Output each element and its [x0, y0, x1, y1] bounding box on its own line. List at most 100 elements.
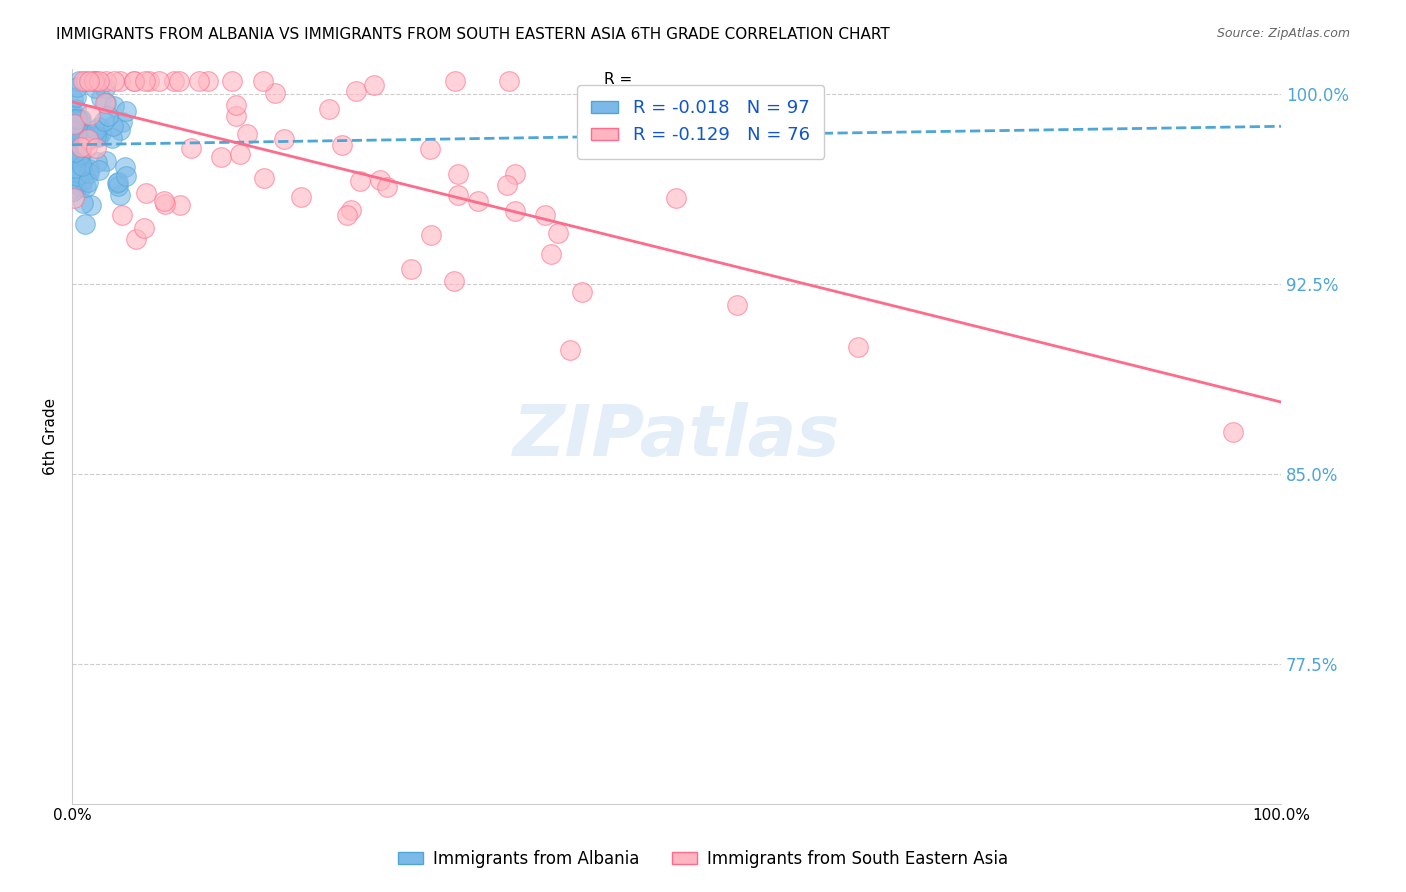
Point: [725, 297, 748, 311]
Point: [498, 74, 520, 88]
Point: [79, 162, 101, 177]
Point: [94, 96, 117, 111]
Point: [252, 74, 274, 88]
Point: [846, 340, 869, 354]
Point: [84, 128, 107, 143]
Point: [65, 90, 87, 104]
Point: [503, 204, 526, 219]
Point: [66, 134, 89, 148]
Point: [63, 136, 86, 151]
Point: [180, 141, 202, 155]
Point: [77, 132, 100, 146]
Point: [72, 74, 94, 88]
Point: [318, 103, 340, 117]
Point: [62, 184, 84, 198]
Point: [70, 159, 93, 173]
Point: [253, 171, 276, 186]
Point: [80, 198, 103, 212]
Point: [67, 129, 90, 144]
Point: [169, 198, 191, 212]
Point: [84, 74, 107, 88]
Point: [167, 74, 190, 88]
Point: [72, 195, 94, 210]
Point: [63, 161, 86, 176]
Point: [153, 197, 176, 211]
Point: [132, 221, 155, 235]
Point: [63, 138, 86, 153]
Point: [77, 132, 100, 146]
Point: [599, 136, 621, 151]
Text: R =: R =: [605, 72, 637, 87]
Point: [225, 97, 247, 112]
Point: [72, 173, 94, 187]
Point: [62, 135, 84, 149]
Point: [62, 130, 84, 145]
Point: [69, 147, 91, 161]
Point: [163, 74, 186, 88]
Point: [75, 74, 97, 88]
Point: [62, 124, 84, 138]
Point: [69, 112, 91, 127]
Point: [84, 128, 107, 143]
Point: [344, 84, 367, 98]
Point: [97, 109, 120, 123]
Point: [368, 173, 391, 187]
Point: [103, 99, 125, 113]
Point: [67, 74, 90, 88]
Point: [63, 191, 86, 205]
Point: [65, 153, 87, 168]
Point: [122, 74, 145, 88]
Point: [540, 247, 562, 261]
Point: [65, 108, 87, 122]
Point: [197, 74, 219, 88]
Point: [62, 147, 84, 161]
Point: [77, 74, 100, 88]
Point: [90, 90, 112, 104]
Legend: R = -0.018   N = 97, R = -0.129   N = 76: R = -0.018 N = 97, R = -0.129 N = 76: [576, 85, 824, 159]
Point: [77, 166, 100, 180]
Point: [67, 121, 90, 136]
Point: [62, 150, 84, 164]
Point: [63, 109, 86, 123]
Point: [65, 182, 87, 196]
Point: [63, 165, 86, 179]
Point: [65, 129, 87, 144]
Point: [76, 140, 98, 154]
Point: [111, 115, 134, 129]
Point: [108, 187, 131, 202]
Point: [467, 194, 489, 209]
Point: [76, 175, 98, 189]
Point: [89, 120, 111, 135]
Legend: Immigrants from Albania, Immigrants from South Eastern Asia: Immigrants from Albania, Immigrants from…: [391, 844, 1015, 875]
Point: [79, 108, 101, 122]
Point: [69, 180, 91, 194]
Point: [70, 144, 93, 158]
Point: [153, 194, 176, 209]
Point: [221, 74, 243, 88]
Point: [122, 74, 145, 88]
Point: [62, 143, 84, 157]
Point: [447, 167, 470, 181]
Point: [399, 262, 422, 277]
Point: [94, 74, 117, 88]
Point: [503, 167, 526, 181]
Point: [65, 138, 87, 153]
Point: [69, 168, 91, 182]
Point: [66, 169, 89, 184]
Point: [419, 142, 441, 156]
Point: [105, 177, 128, 191]
Point: [229, 146, 252, 161]
Text: Source: ZipAtlas.com: Source: ZipAtlas.com: [1216, 27, 1350, 40]
Point: [67, 114, 90, 128]
Point: [443, 274, 465, 288]
Point: [235, 128, 257, 142]
Point: [135, 186, 157, 200]
Point: [101, 119, 124, 133]
Point: [340, 202, 363, 217]
Point: [69, 113, 91, 128]
Point: [534, 208, 557, 222]
Point: [93, 114, 115, 128]
Point: [125, 232, 148, 246]
Point: [86, 130, 108, 145]
Point: [444, 74, 467, 88]
